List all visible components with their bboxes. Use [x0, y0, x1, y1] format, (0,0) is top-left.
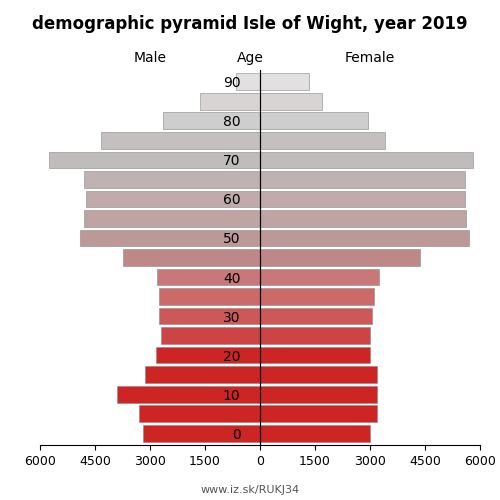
Bar — [84, 171, 260, 188]
Bar — [260, 425, 370, 442]
Text: Female: Female — [345, 51, 395, 65]
Bar — [260, 328, 370, 344]
Bar — [260, 74, 309, 90]
Bar — [236, 74, 260, 90]
Bar — [260, 132, 384, 148]
Bar — [122, 249, 260, 266]
Bar — [260, 308, 372, 324]
Bar — [260, 152, 472, 168]
Bar — [260, 210, 466, 226]
Bar — [260, 347, 370, 364]
Bar — [260, 93, 322, 110]
Bar — [260, 112, 368, 129]
Text: demographic pyramid Isle of Wight, year 2019: demographic pyramid Isle of Wight, year … — [32, 15, 468, 33]
Bar — [161, 328, 260, 344]
Bar — [200, 93, 260, 110]
Bar — [156, 347, 260, 364]
Bar — [86, 190, 260, 207]
Bar — [260, 386, 378, 402]
Text: Age: Age — [236, 51, 264, 65]
Bar — [260, 366, 378, 383]
Bar — [80, 230, 260, 246]
Bar — [49, 152, 260, 168]
Bar — [84, 210, 260, 226]
Bar — [158, 268, 260, 285]
Bar — [117, 386, 260, 402]
Bar — [260, 406, 378, 422]
Bar — [144, 366, 260, 383]
Text: www.iz.sk/RUKJ34: www.iz.sk/RUKJ34 — [200, 485, 300, 495]
Bar — [159, 308, 260, 324]
Bar — [260, 268, 379, 285]
Bar — [260, 288, 374, 305]
Bar — [260, 190, 464, 207]
Bar — [139, 406, 260, 422]
Bar — [142, 425, 260, 442]
Bar — [163, 112, 260, 129]
Bar — [100, 132, 260, 148]
Bar — [159, 288, 260, 305]
Bar — [260, 171, 466, 188]
Bar — [260, 249, 420, 266]
Text: Male: Male — [134, 51, 166, 65]
Bar — [260, 230, 469, 246]
